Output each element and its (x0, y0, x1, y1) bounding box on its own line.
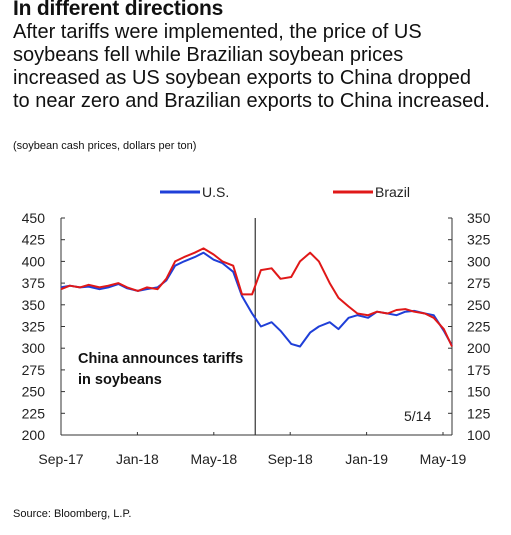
left-tick-label: 375 (22, 275, 46, 291)
right-tick-label: 250 (467, 297, 491, 313)
left-tick-label: 300 (22, 340, 46, 356)
legend-label: U.S. (202, 184, 229, 200)
left-tick-label: 325 (22, 319, 46, 335)
legend-label: Brazil (375, 184, 410, 200)
left-tick-label: 425 (22, 232, 46, 248)
left-tick-label: 450 (22, 210, 46, 226)
series-line-us (60, 251, 453, 348)
event-annotation: China announces tariffs (78, 351, 243, 367)
x-tick-label: Jan-18 (116, 451, 159, 467)
end-date-label: 5/14 (404, 408, 431, 424)
right-tick-label: 100 (467, 427, 491, 443)
left-tick-label: 350 (22, 297, 46, 313)
chart-title: In different directions (13, 0, 224, 20)
chart-subtitle: After tariffs were implemented, the pric… (13, 21, 490, 112)
right-tick-label: 125 (467, 405, 491, 421)
x-tick-label: Jan-19 (345, 451, 388, 467)
series-line-brazil (60, 247, 453, 347)
x-tick-label: Sep-17 (38, 451, 83, 467)
left-tick-label: 400 (22, 253, 46, 269)
left-tick-label: 250 (22, 384, 46, 400)
x-tick-label: May-19 (420, 451, 467, 467)
event-annotation: in soybeans (78, 372, 162, 388)
source-note: Source: Bloomberg, L.P. (13, 508, 132, 520)
left-tick-label: 275 (22, 362, 46, 378)
left-tick-label: 200 (22, 427, 46, 443)
x-tick-label: May-18 (190, 451, 237, 467)
right-tick-label: 325 (467, 232, 491, 248)
right-tick-label: 175 (467, 362, 491, 378)
left-tick-label: 225 (22, 405, 46, 421)
x-tick-label: Sep-18 (268, 451, 313, 467)
right-tick-label: 350 (467, 210, 491, 226)
right-tick-label: 275 (467, 275, 491, 291)
right-tick-label: 150 (467, 384, 491, 400)
right-tick-label: 200 (467, 340, 491, 356)
units-note: (soybean cash prices, dollars per ton) (13, 140, 197, 152)
right-tick-label: 300 (467, 253, 491, 269)
right-tick-label: 225 (467, 319, 491, 335)
